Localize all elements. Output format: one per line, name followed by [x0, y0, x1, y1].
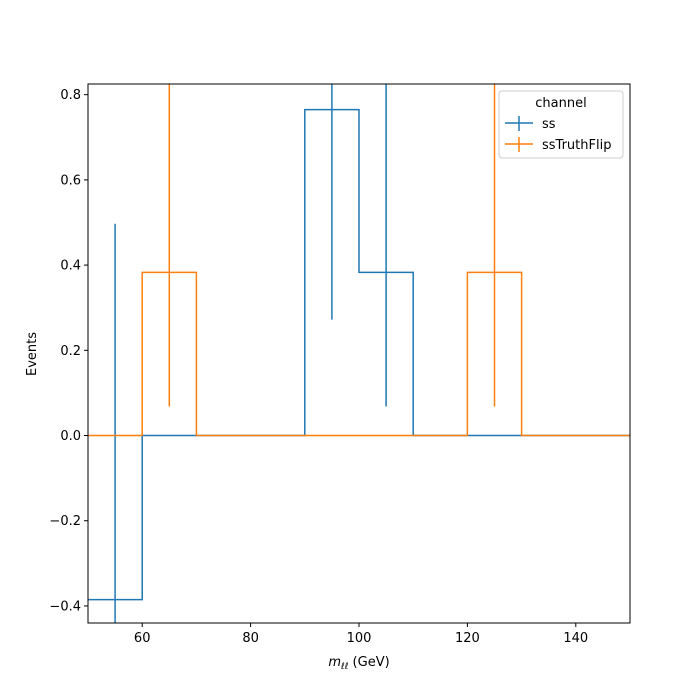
y-tick-label: 0.8	[60, 88, 81, 103]
step-line-ssTruthFlip	[88, 271, 630, 437]
y-tick-label: −0.4	[49, 599, 81, 614]
x-tick-label: 120	[455, 631, 480, 646]
y-tick-label: 0.0	[60, 429, 81, 444]
y-tick-label: −0.2	[49, 514, 81, 529]
legend-box	[498, 90, 624, 159]
x-tick-label: 140	[563, 631, 588, 646]
y-tick-label: 0.4	[60, 259, 81, 274]
x-axis: 60 80 100 120 140	[134, 623, 588, 646]
y-tick-label: 0.6	[60, 173, 81, 188]
x-axis-label-subscript: ℓℓ	[340, 662, 348, 672]
y-axis-label: Events	[25, 332, 40, 376]
legend-title: channel	[535, 96, 586, 111]
y-tick-label: 0.2	[60, 344, 81, 359]
legend-entry-ss: ss	[505, 116, 556, 132]
legend: channel ss ssTruthFlip	[498, 90, 624, 159]
legend-entry-ssTruthFlip: ssTruthFlip	[505, 137, 611, 153]
series-ssTruthFlip	[88, 84, 630, 437]
legend-label-ss: ss	[542, 117, 556, 132]
x-tick-label: 60	[134, 631, 151, 646]
x-tick-label: 80	[242, 631, 259, 646]
series-ss	[88, 84, 630, 623]
series-layer	[88, 84, 630, 623]
x-axis-label-unit: (GeV)	[348, 655, 389, 670]
legend-label-ssTruthFlip: ssTruthFlip	[542, 138, 611, 153]
x-axis-label: mℓℓ (GeV)	[328, 655, 389, 672]
y-axis: −0.4 −0.2 0.0 0.2 0.4 0.6 0.8	[49, 88, 88, 614]
x-tick-label: 100	[347, 631, 372, 646]
x-axis-label-symbol: m	[328, 655, 341, 670]
